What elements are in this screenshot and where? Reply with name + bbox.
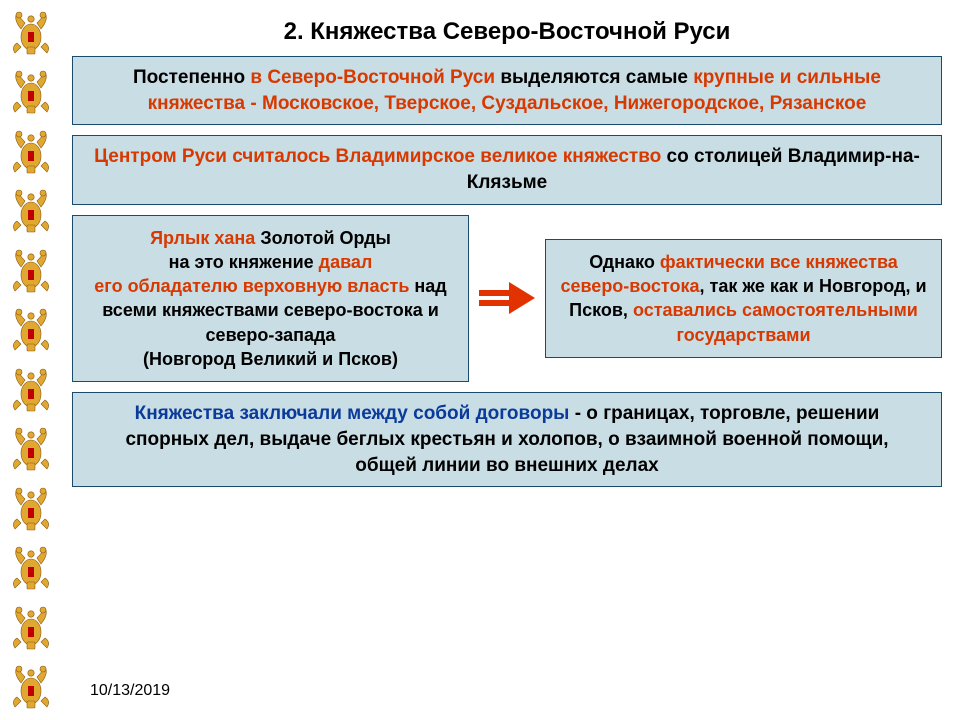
text-span: Ярлык хана <box>150 228 260 248</box>
text-span: оставались самостоятельными государствам… <box>633 300 918 344</box>
emblem-icon <box>4 541 58 595</box>
text-span: Княжества заключали между собой договоры <box>135 403 575 424</box>
text-span: выделяются самые <box>500 67 693 88</box>
arrow-right-icon <box>477 280 537 316</box>
text-span: Золотой Орды <box>260 228 391 248</box>
emblem-icon <box>4 482 58 536</box>
text-span: Однако <box>589 252 660 272</box>
emblem-icon <box>4 65 58 119</box>
text-span: Постепенно <box>133 67 250 88</box>
emblem-icon <box>4 184 58 238</box>
text-span: давал <box>319 252 373 272</box>
info-box-5: Княжества заключали между собой договоры… <box>72 392 942 487</box>
emblem-icon <box>4 125 58 179</box>
text-span: в Северо-Восточной Руси <box>250 67 500 88</box>
two-col-row: Ярлык хана Золотой Орды на это княжение … <box>72 215 942 383</box>
slide-date: 10/13/2019 <box>90 682 170 700</box>
text-span: Центром Руси считалось Владимирское вели… <box>94 146 666 167</box>
emblem-icon <box>4 601 58 655</box>
text-span: (Новгород Великий и Псков) <box>143 349 398 369</box>
slide-title: 2. Княжества Северо-Восточной Руси <box>72 18 942 46</box>
emblem-icon <box>4 6 58 60</box>
info-box-1: Постепенно в Северо-Восточной Руси выдел… <box>72 56 942 125</box>
emblem-icon <box>4 303 58 357</box>
emblem-icon <box>4 422 58 476</box>
info-box-4: Однако фактически все княжества северо-в… <box>545 239 942 358</box>
info-box-3: Ярлык хана Золотой Орды на это княжение … <box>72 215 469 383</box>
slide-content: 2. Княжества Северо-Восточной Руси Посте… <box>72 18 942 497</box>
emblem-icon <box>4 363 58 417</box>
emblem-icon <box>4 660 58 714</box>
emblem-icon <box>4 244 58 298</box>
text-span: его обладателю верховную власть <box>94 276 414 296</box>
info-box-2: Центром Руси считалось Владимирское вели… <box>72 135 942 204</box>
text-span: на это княжение <box>169 252 319 272</box>
emblem-sidebar <box>0 0 62 720</box>
